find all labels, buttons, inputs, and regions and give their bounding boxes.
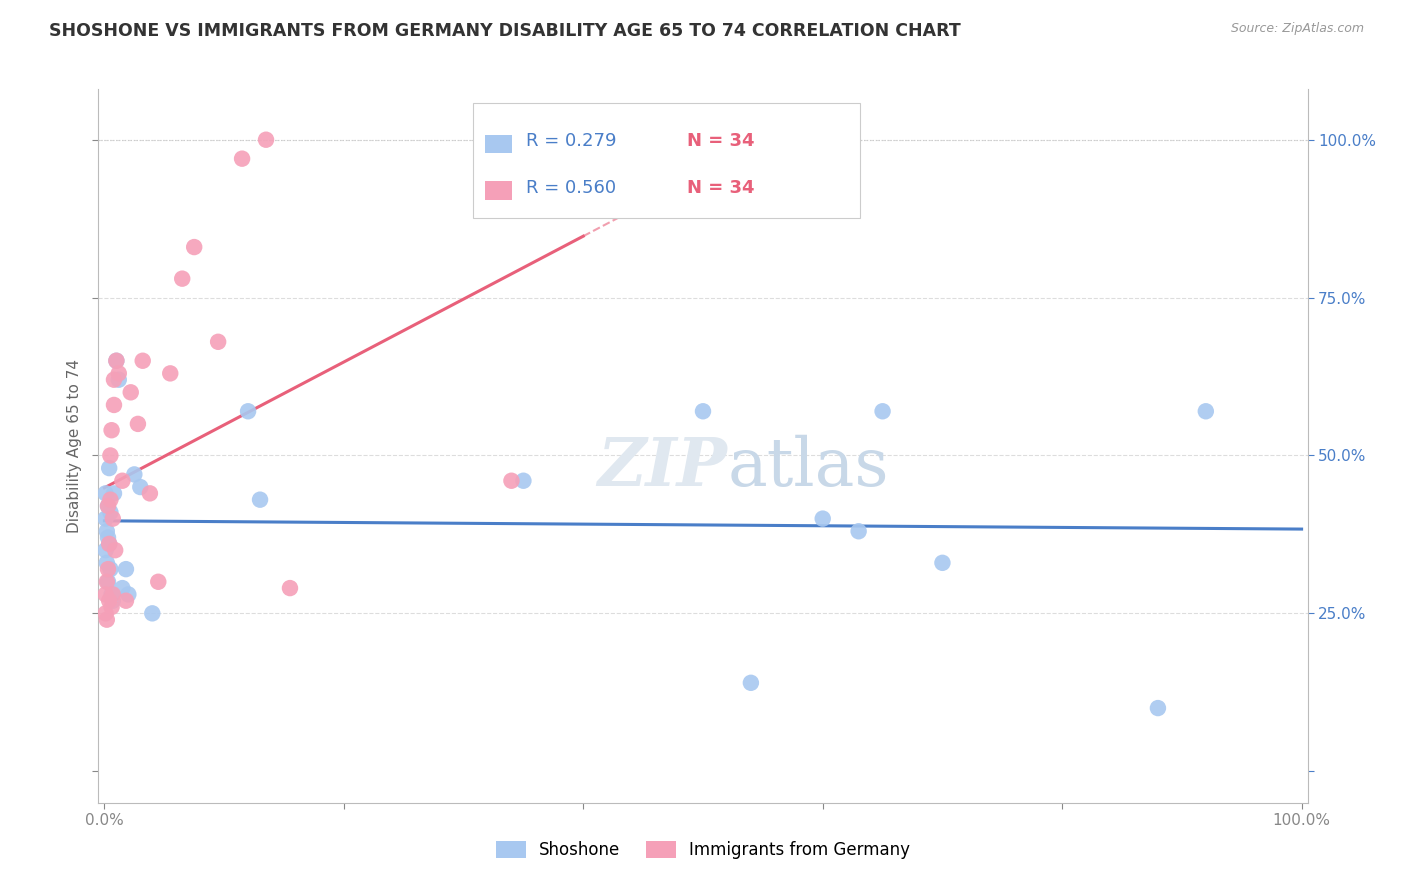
Point — [848, 524, 870, 539]
Point — [103, 398, 125, 412]
Point — [124, 467, 146, 482]
FancyBboxPatch shape — [474, 103, 860, 218]
Point — [183, 240, 205, 254]
Point — [148, 574, 170, 589]
Point — [105, 353, 128, 368]
Point — [249, 492, 271, 507]
Point — [96, 613, 118, 627]
Point — [98, 593, 121, 607]
Point — [1147, 701, 1170, 715]
Point — [931, 556, 953, 570]
Point — [1195, 404, 1218, 418]
Point — [96, 574, 118, 589]
Point — [172, 271, 194, 285]
Point — [100, 562, 122, 576]
Point — [139, 486, 162, 500]
Point — [111, 474, 134, 488]
Point — [100, 449, 122, 463]
Point — [97, 499, 120, 513]
Point — [100, 600, 122, 615]
Point — [100, 423, 122, 437]
Text: atlas: atlas — [727, 434, 889, 500]
Point — [501, 474, 523, 488]
Point — [278, 581, 301, 595]
Point — [98, 537, 121, 551]
Point — [111, 581, 134, 595]
Text: N = 34: N = 34 — [688, 178, 755, 196]
Point — [96, 524, 118, 539]
Point — [94, 543, 117, 558]
Point — [103, 486, 125, 500]
Point — [872, 404, 894, 418]
Point — [100, 492, 122, 507]
Point — [101, 511, 124, 525]
Point — [231, 152, 253, 166]
Text: N = 34: N = 34 — [688, 132, 755, 150]
Point — [512, 474, 534, 488]
Point — [129, 480, 152, 494]
Point — [97, 531, 120, 545]
Point — [127, 417, 149, 431]
Point — [96, 556, 118, 570]
Text: R = 0.560: R = 0.560 — [526, 178, 617, 196]
Y-axis label: Disability Age 65 to 74: Disability Age 65 to 74 — [66, 359, 82, 533]
Point — [101, 593, 124, 607]
Point — [94, 486, 117, 500]
Point — [104, 543, 127, 558]
Text: Source: ZipAtlas.com: Source: ZipAtlas.com — [1230, 22, 1364, 36]
FancyBboxPatch shape — [485, 181, 512, 200]
Point — [740, 675, 762, 690]
Point — [107, 367, 129, 381]
Point — [254, 133, 277, 147]
Point — [103, 373, 125, 387]
Point — [132, 353, 155, 368]
Point — [159, 367, 181, 381]
Text: ZIP: ZIP — [598, 435, 727, 500]
Point — [98, 537, 121, 551]
Point — [105, 353, 128, 368]
Point — [692, 404, 714, 418]
Point — [101, 587, 124, 601]
Point — [97, 562, 120, 576]
Point — [100, 505, 122, 519]
Point — [94, 511, 117, 525]
Point — [107, 373, 129, 387]
Point — [97, 574, 120, 589]
Point — [115, 562, 138, 576]
Point — [207, 334, 229, 349]
Point — [98, 461, 121, 475]
Point — [117, 587, 139, 601]
Point — [97, 499, 120, 513]
Point — [94, 587, 117, 601]
Text: SHOSHONE VS IMMIGRANTS FROM GERMANY DISABILITY AGE 65 TO 74 CORRELATION CHART: SHOSHONE VS IMMIGRANTS FROM GERMANY DISA… — [49, 22, 960, 40]
Point — [94, 607, 117, 621]
Legend: Shoshone, Immigrants from Germany: Shoshone, Immigrants from Germany — [489, 834, 917, 866]
Point — [120, 385, 142, 400]
Point — [811, 511, 834, 525]
Point — [115, 593, 138, 607]
Point — [100, 587, 122, 601]
Text: R = 0.279: R = 0.279 — [526, 132, 617, 150]
FancyBboxPatch shape — [485, 135, 512, 153]
Point — [236, 404, 259, 418]
Point — [141, 607, 163, 621]
